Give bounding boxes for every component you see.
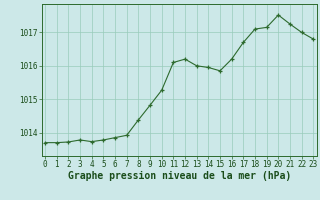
X-axis label: Graphe pression niveau de la mer (hPa): Graphe pression niveau de la mer (hPa) <box>68 171 291 181</box>
